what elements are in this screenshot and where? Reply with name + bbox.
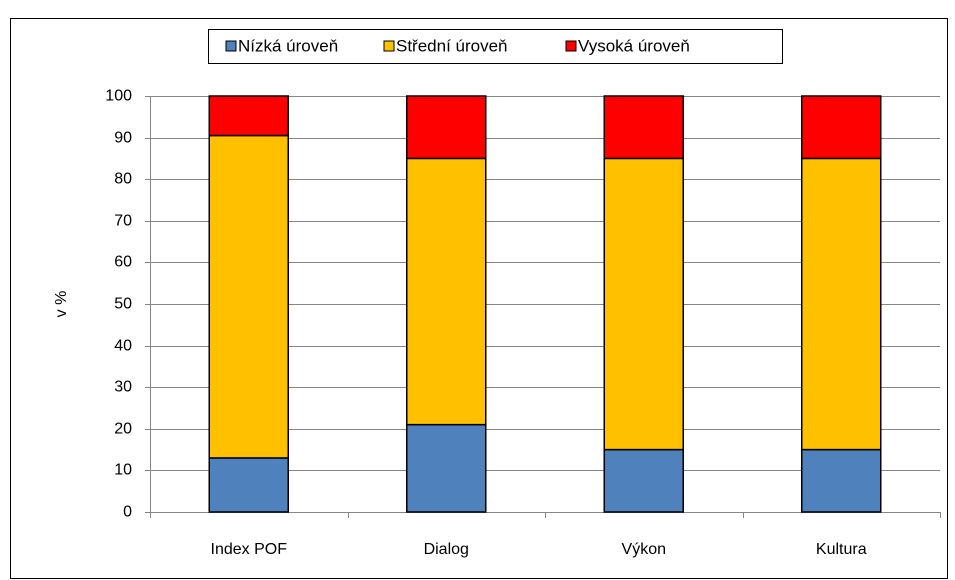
bar-segment bbox=[406, 423, 487, 513]
legend-swatch bbox=[225, 40, 237, 52]
y-tick-label: 40 bbox=[114, 338, 132, 355]
y-tick-label: 30 bbox=[114, 379, 132, 396]
y-tick-label: 100 bbox=[105, 88, 132, 105]
y-tick-label: 70 bbox=[114, 213, 132, 230]
legend-label: Nízká úroveň bbox=[238, 36, 338, 55]
legend-label: Vysoká úroveň bbox=[578, 36, 690, 55]
bar-segment bbox=[208, 95, 289, 137]
y-tick-label: 80 bbox=[114, 171, 132, 188]
legend-swatch bbox=[565, 40, 577, 52]
legend-box bbox=[208, 29, 783, 64]
bar-segment bbox=[801, 95, 882, 160]
y-tick-label: 20 bbox=[114, 421, 132, 438]
bar-segment bbox=[603, 157, 684, 451]
y-tick-label: 10 bbox=[114, 462, 132, 479]
x-tick-label: Index POF bbox=[211, 541, 288, 558]
bar-segment bbox=[801, 157, 882, 451]
x-tick-label: Kultura bbox=[816, 541, 867, 558]
bar-segment bbox=[208, 457, 289, 513]
y-tick-label: 0 bbox=[123, 504, 132, 521]
y-tick-label: 90 bbox=[114, 130, 132, 147]
x-tick-label: Dialog bbox=[424, 541, 469, 558]
bar-segment bbox=[406, 95, 487, 160]
legend-label: Střední úroveň bbox=[396, 36, 508, 55]
bar-segment bbox=[603, 448, 684, 513]
bar-segment bbox=[208, 134, 289, 459]
y-tick-label: 60 bbox=[114, 254, 132, 271]
bar-segment bbox=[406, 157, 487, 426]
legend-swatch bbox=[383, 40, 395, 52]
x-tick-label: Výkon bbox=[622, 541, 666, 558]
bar-segment bbox=[801, 448, 882, 513]
y-tick-label: 50 bbox=[114, 296, 132, 313]
bar-segment bbox=[603, 95, 684, 160]
y-axis-label: v % bbox=[53, 291, 70, 318]
